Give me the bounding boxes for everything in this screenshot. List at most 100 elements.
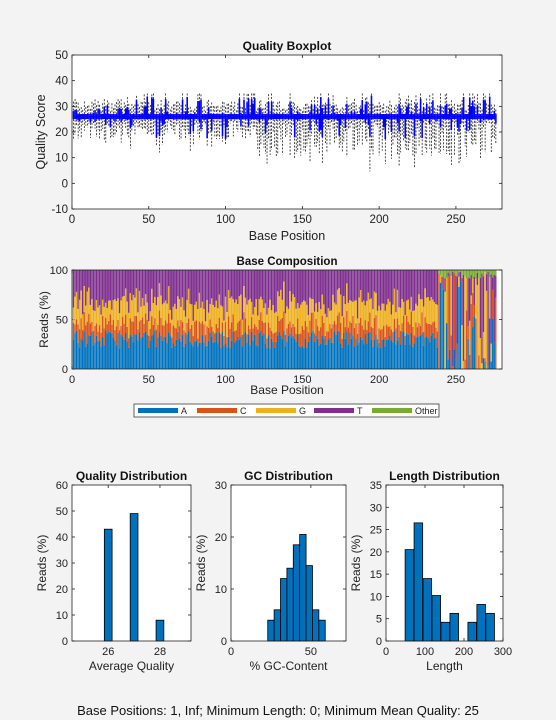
composition-bar-C <box>387 326 389 340</box>
composition-bar-A <box>187 331 190 369</box>
composition-bar-T <box>148 270 150 322</box>
composition-bar-A <box>347 344 350 369</box>
composition-bar-T <box>255 270 257 300</box>
composition-bar-A <box>105 330 107 369</box>
composition-bar-G <box>347 302 350 328</box>
composition-bar-C <box>166 323 168 344</box>
composition-bar-G <box>221 306 224 323</box>
composition-bar-A <box>258 332 260 369</box>
composition-bar-C <box>359 317 362 337</box>
composition-bar-C <box>95 323 98 336</box>
composition-bar-C <box>456 343 459 369</box>
composition-bar-T <box>200 270 202 308</box>
composition-bar-A <box>306 347 308 369</box>
composition-bar-T <box>237 270 239 305</box>
base-composition-ytick-label: 0 <box>62 364 68 376</box>
composition-bar-C <box>255 326 257 346</box>
composition-bar-Other <box>453 270 456 274</box>
composition-bar-C <box>304 320 307 339</box>
composition-bar-C <box>413 335 416 344</box>
composition-bar-T <box>134 270 136 298</box>
composition-bar-A <box>445 323 448 369</box>
composition-bar-G <box>246 304 248 335</box>
quality-distribution-ytick-label: 50 <box>56 506 68 518</box>
composition-bar-A <box>201 335 204 369</box>
composition-bar-G <box>429 300 431 324</box>
composition-bar-Other <box>479 270 482 278</box>
composition-bar-T <box>346 270 348 284</box>
composition-bar-A <box>349 332 351 369</box>
composition-bar-G <box>220 305 222 334</box>
length-distribution-ytick-label: 20 <box>370 547 382 559</box>
composition-bar-C <box>327 331 330 340</box>
composition-bar-G <box>74 296 76 325</box>
composition-bar-A <box>203 342 205 369</box>
composition-bar-T <box>180 270 182 307</box>
composition-bar-A <box>227 336 230 369</box>
composition-bar-G <box>91 299 93 322</box>
composition-bar-A <box>338 330 340 369</box>
composition-bar-T <box>456 276 459 344</box>
composition-bar-C <box>235 330 237 341</box>
composition-bar-A <box>83 331 85 369</box>
composition-bar-T <box>313 270 316 312</box>
quality-distribution-ytick-label: 60 <box>56 480 68 492</box>
composition-bar-G <box>218 294 221 318</box>
composition-bar-A <box>343 333 345 369</box>
legend-label-a: A <box>181 406 187 416</box>
composition-bar-G <box>332 294 334 325</box>
composition-bar-T <box>421 270 423 300</box>
composition-bar-G <box>226 311 228 338</box>
composition-bar-C <box>201 321 204 336</box>
composition-bar-G <box>324 313 327 336</box>
composition-bar-G <box>407 299 409 323</box>
composition-bar-T <box>169 270 171 310</box>
composition-bar-G <box>293 296 296 327</box>
composition-bar-G <box>264 303 267 323</box>
composition-bar-A <box>344 338 346 369</box>
composition-bar-C <box>320 327 322 344</box>
composition-bar-C <box>83 311 85 332</box>
gc-distribution-bar <box>280 578 288 642</box>
composition-bar-C <box>349 321 351 333</box>
composition-bar-G <box>151 288 153 317</box>
composition-bar-C <box>366 329 368 344</box>
composition-bar-C <box>286 328 288 342</box>
composition-bar-A <box>364 334 366 369</box>
composition-bar-A <box>247 334 250 369</box>
composition-bar-T <box>201 270 204 302</box>
composition-bar-G <box>206 299 208 327</box>
composition-bar-C <box>237 322 239 337</box>
composition-bar-C <box>85 325 87 347</box>
composition-bar-G <box>81 314 84 330</box>
composition-bar-C <box>272 333 274 342</box>
composition-bar-C <box>427 323 429 339</box>
composition-bar-G <box>115 301 118 327</box>
composition-bar-A <box>350 338 353 369</box>
composition-bar-C <box>306 326 308 348</box>
composition-bar-A <box>100 346 102 369</box>
composition-bar-C <box>108 320 110 332</box>
composition-bar-A <box>407 334 409 369</box>
composition-bar-C <box>215 323 217 333</box>
composition-bar-G <box>369 299 371 313</box>
composition-bar-G <box>273 312 276 333</box>
composition-bar-Other <box>495 270 497 276</box>
composition-bar-T <box>146 270 148 303</box>
composition-bar-A <box>88 335 90 369</box>
composition-bar-C <box>295 333 297 342</box>
composition-bar-C <box>315 319 317 336</box>
composition-bar-Other <box>476 270 479 273</box>
composition-bar-C <box>227 316 230 337</box>
composition-bar-A <box>178 338 181 369</box>
composition-bar-Other <box>456 270 459 277</box>
composition-bar-C <box>106 324 108 334</box>
composition-bar-C <box>169 322 171 336</box>
composition-bar-G <box>240 294 242 320</box>
composition-bar-C <box>183 330 185 347</box>
composition-bar-A <box>280 335 282 369</box>
composition-bar-G <box>301 302 303 327</box>
composition-bar-C <box>238 320 241 340</box>
composition-bar-T <box>321 270 323 295</box>
composition-bar-G <box>401 298 403 324</box>
